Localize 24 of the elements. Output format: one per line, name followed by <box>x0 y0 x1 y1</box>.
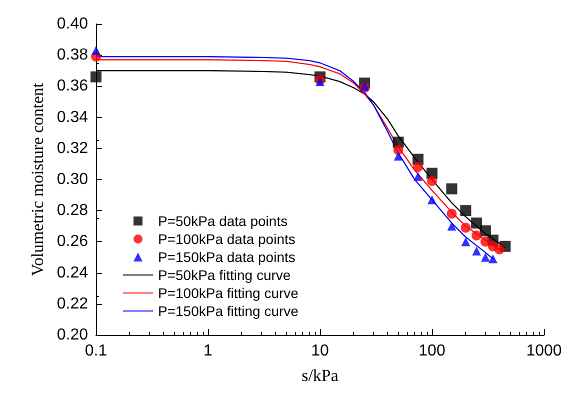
y-tick-label: 0.28 <box>56 202 88 220</box>
x-tick-label: 1000 <box>526 342 562 360</box>
x-tick-label: 100 <box>418 342 446 360</box>
x-tick-label: 0.1 <box>84 342 108 360</box>
y-tick-label: 0.26 <box>56 233 88 250</box>
x-tick-label: 1 <box>204 342 213 360</box>
legend-label: P=100kPa fitting curve <box>158 285 299 301</box>
y-axis-title: Volumetric moisture content <box>28 82 47 276</box>
legend-label: P=150kPa data points <box>158 249 296 265</box>
legend-label: P=100kPa data points <box>158 231 296 247</box>
y-tick-label: 0.32 <box>56 140 88 157</box>
legend-label: P=50kPa fitting curve <box>158 267 291 283</box>
y-tick-label: 0.30 <box>56 171 88 188</box>
legend-label: P=50kPa data points <box>158 213 288 229</box>
y-tick-label: 0.40 <box>56 16 88 32</box>
x-axis-title: s/kPa <box>302 366 339 385</box>
y-tick-label: 0.22 <box>56 295 88 312</box>
y-tick-label: 0.38 <box>56 46 88 64</box>
y-tick-label: 0.34 <box>56 108 88 126</box>
y-tick-label: 0.24 <box>56 264 88 282</box>
x-tick-label: 10 <box>311 342 329 360</box>
y-tick-label: 0.20 <box>56 326 88 344</box>
legend-label: P=150kPa fitting curve <box>158 303 299 319</box>
y-tick-label: 0.36 <box>56 78 88 95</box>
